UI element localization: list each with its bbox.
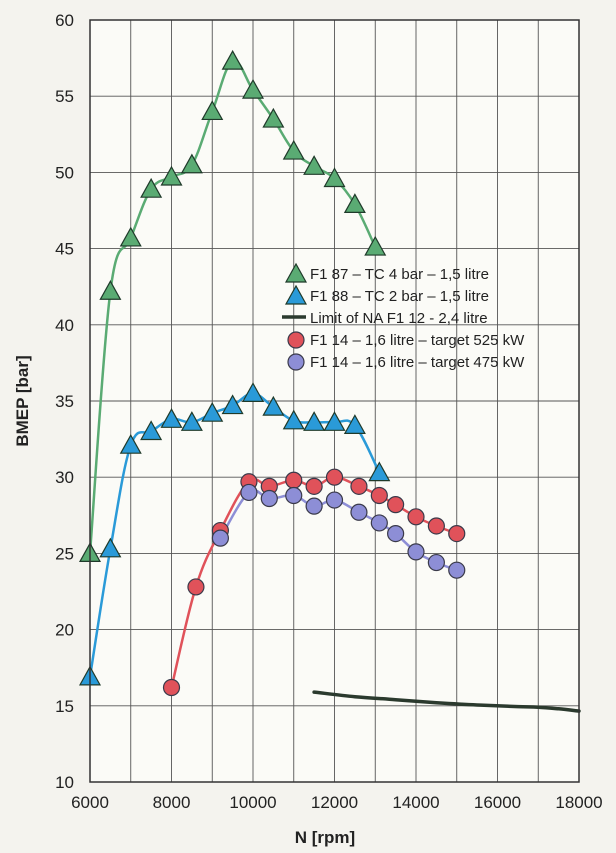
data-point-series-1 xyxy=(201,100,224,121)
data-point-series-2 xyxy=(180,411,203,431)
y-tick-label: 15 xyxy=(55,697,74,716)
data-point-series-4 xyxy=(285,471,303,489)
x-tick-label: 12000 xyxy=(311,793,358,812)
legend-label: F1 87 – TC 4 bar – 1,5 litre xyxy=(310,266,489,283)
x-tick-label: 10000 xyxy=(229,793,276,812)
data-point-series-1 xyxy=(221,49,244,70)
data-point-series-4 xyxy=(427,517,445,535)
data-point-series-5 xyxy=(370,514,388,532)
data-point-series-5 xyxy=(350,503,368,521)
data-point-series-1 xyxy=(282,139,305,160)
y-tick-label: 50 xyxy=(55,163,74,182)
data-point-series-2 xyxy=(262,395,285,416)
plot-frame xyxy=(89,19,580,783)
data-point-series-4 xyxy=(162,678,181,697)
y-tick-labels: 10 15 20 25 30 35 40 45 50 55 60 xyxy=(55,11,74,792)
y-tick-label: 10 xyxy=(55,773,74,792)
data-point-series-1 xyxy=(303,155,326,175)
data-point-series-5 xyxy=(240,483,258,502)
data-point-series-1 xyxy=(364,235,387,256)
data-point-series-4 xyxy=(387,496,405,514)
data-point-series-2 xyxy=(303,411,326,431)
data-point-series-5 xyxy=(260,489,278,508)
data-point-series-4 xyxy=(187,578,205,596)
y-tick-label: 20 xyxy=(55,621,74,640)
data-point-series-2 xyxy=(282,409,305,430)
legend-marker xyxy=(287,331,305,349)
data-point-series-5 xyxy=(305,497,323,515)
y-tick-label: 40 xyxy=(55,316,74,335)
data-point-series-1 xyxy=(343,193,366,214)
x-tick-label: 18000 xyxy=(555,793,602,812)
data-point-series-1 xyxy=(119,226,142,247)
data-point-series-5 xyxy=(285,486,303,505)
data-point-series-5 xyxy=(325,491,344,509)
legend-label: F1 14 – 1,6 litre – target 475 kW xyxy=(310,354,525,371)
data-point-series-2 xyxy=(323,411,346,431)
x-tick-label: 16000 xyxy=(474,793,521,812)
legend: F1 87 – TC 4 bar – 1,5 litre F1 88 – TC 2… xyxy=(282,262,525,371)
data-point-series-4 xyxy=(325,468,344,486)
data-point-series-5 xyxy=(211,529,229,547)
data-point-series-4 xyxy=(350,477,368,495)
x-tick-labels: 6000 8000 10000 12000 14000 16000 18000 xyxy=(71,793,603,812)
data-point-series-2 xyxy=(160,408,183,428)
series-line-3 xyxy=(312,690,581,713)
legend-label: F1 14 – 1,6 litre – target 525 kW xyxy=(310,332,525,349)
series-markers xyxy=(78,49,466,697)
data-point-series-1 xyxy=(241,78,265,99)
data-point-series-4 xyxy=(407,508,425,526)
y-tick-label: 25 xyxy=(55,544,74,563)
legend-marker xyxy=(284,262,308,283)
y-tick-label: 55 xyxy=(55,87,74,106)
y-tick-label: 30 xyxy=(55,468,74,487)
x-axis-title: N [rpm] xyxy=(295,828,355,847)
data-point-series-2 xyxy=(119,433,142,454)
data-point-series-5 xyxy=(448,561,466,579)
data-point-series-2 xyxy=(241,382,265,402)
legend-marker xyxy=(284,284,308,305)
y-tick-label: 35 xyxy=(55,392,74,411)
data-point-series-2 xyxy=(201,401,224,422)
data-point-series-4 xyxy=(305,477,323,495)
data-point-series-2 xyxy=(140,420,163,441)
data-point-series-1 xyxy=(262,107,285,128)
x-tick-label: 8000 xyxy=(153,793,191,812)
data-point-series-1 xyxy=(180,153,203,174)
series-line-1 xyxy=(88,59,377,555)
data-point-series-2 xyxy=(343,414,366,434)
x-tick-label: 6000 xyxy=(71,793,109,812)
y-tick-label: 45 xyxy=(55,240,74,259)
data-point-series-2 xyxy=(368,461,391,482)
x-tick-label: 14000 xyxy=(392,793,439,812)
data-point-series-5 xyxy=(387,524,405,543)
legend-label: Limit of NA F1 12 - 2,4 litre xyxy=(310,310,488,327)
data-point-series-1 xyxy=(323,167,346,188)
data-point-series-1 xyxy=(99,280,122,300)
data-point-series-2 xyxy=(221,394,244,415)
data-point-series-2 xyxy=(99,537,122,558)
data-point-series-5 xyxy=(407,543,425,561)
data-point-series-1 xyxy=(160,165,183,186)
legend-marker xyxy=(287,353,305,371)
y-axis-title: BMEP [bar] xyxy=(13,355,32,446)
y-tick-label: 60 xyxy=(55,11,74,30)
data-point-series-4 xyxy=(370,486,388,505)
legend-label: F1 88 – TC 2 bar – 1,5 litre xyxy=(310,288,489,305)
data-point-series-4 xyxy=(448,524,466,543)
data-point-series-1 xyxy=(140,177,163,198)
data-point-series-5 xyxy=(427,553,445,572)
